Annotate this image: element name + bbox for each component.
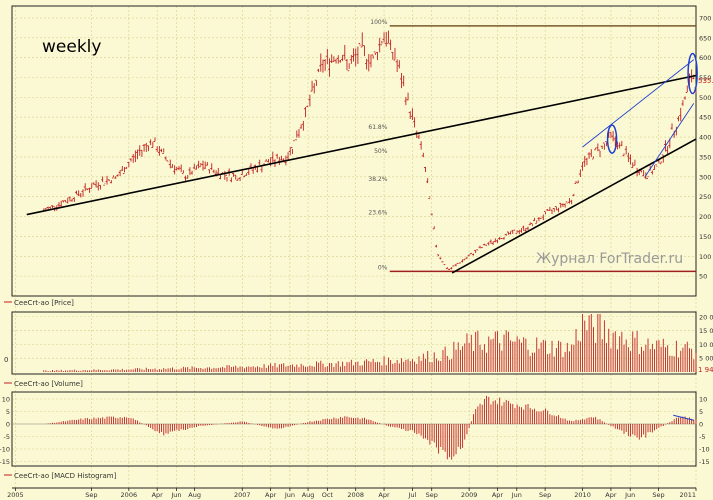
price-y-tick-11: 600 <box>699 54 711 62</box>
volume-last-label: 1 940.4 <box>698 366 713 374</box>
long-trendline <box>26 74 697 216</box>
x-tick-label-20: Apr <box>605 491 617 499</box>
price-y-tick-12: 650 <box>699 34 711 42</box>
volume-bars <box>43 314 697 372</box>
x-tick-label-10: Oct <box>322 491 334 499</box>
volume-y-tick-3: 5 000 <box>699 355 713 363</box>
x-tick-label-17: Jun <box>511 491 522 499</box>
fib-label-2: 50% <box>374 148 388 155</box>
price-y-tick-2: 150 <box>699 233 711 241</box>
macd-y-axis: 10 10 5 5 0 0 -5 -5 -10 -10 -15 -15 <box>0 396 710 467</box>
highlight-circle-1 <box>606 124 618 154</box>
price-y-tick-13: 700 <box>699 14 711 22</box>
price-overlays <box>26 25 698 274</box>
macd-y-tick-left-3: -5 <box>4 433 10 441</box>
price-y-tick-0: 50 <box>699 273 707 281</box>
macd-y-tick-right-5: -15 <box>699 458 710 466</box>
macd-y-tick-left-4: -10 <box>0 446 10 454</box>
volume-y-axis: 20 000 15 000 10 000 5 000 <box>699 313 713 362</box>
fib-label-4: 23.6% <box>368 210 387 217</box>
fib-label-3: 38.2% <box>368 176 387 183</box>
price-y-tick-7: 400 <box>699 134 711 142</box>
volume-panel-frame <box>11 311 697 375</box>
x-tick-label-21: Jun <box>624 491 635 499</box>
macd-histogram <box>12 395 697 460</box>
macd-divergence-line <box>673 414 694 421</box>
volume-y-tick-2: 10 000 <box>699 341 713 349</box>
watermark: Журнал ForTrader.ru <box>536 251 683 267</box>
x-tick-label-6: 2007 <box>234 491 251 499</box>
grid-lines <box>12 6 697 488</box>
fib-label-0: 100% <box>370 19 387 26</box>
price-y-tick-1: 100 <box>699 253 711 261</box>
x-tick-label-4: Jun <box>170 491 181 499</box>
macd-y-tick-left-5: -15 <box>0 458 10 466</box>
volume-zero-tick: 0 <box>4 356 8 364</box>
channel-lower-line <box>644 103 695 178</box>
x-tick-label-2: 2006 <box>121 491 138 499</box>
macd-y-tick-right-1: 5 <box>699 408 703 416</box>
x-tick-label-1: Sep <box>85 491 97 499</box>
volume-y-tick-1: 15 000 <box>699 327 713 335</box>
x-tick-label-12: Apr <box>378 491 390 499</box>
x-tick-label-9: Aug <box>302 491 315 499</box>
price-y-tick-8: 450 <box>699 114 711 122</box>
highlight-circle-2 <box>687 52 698 95</box>
x-tick-label-8: Jun <box>284 491 295 499</box>
x-tick-label-23: 2011 <box>679 491 696 499</box>
channel-upper-line <box>582 59 695 148</box>
price-y-axis: 50 100 150 200 250 300 350 400 450 500 550 600 650 70… <box>699 14 711 280</box>
timeframe-label: weekly <box>42 37 101 57</box>
x-tick-label-15: 2009 <box>461 491 478 499</box>
x-tick-label-0: 2005 <box>7 491 24 499</box>
x-tick-label-3: Apr <box>152 491 164 499</box>
price-y-tick-6: 350 <box>699 153 711 161</box>
last-price-label: 535.32 <box>698 77 713 85</box>
price-y-tick-9: 500 <box>699 94 711 102</box>
price-y-tick-3: 200 <box>699 213 711 221</box>
price-y-tick-5: 300 <box>699 173 711 181</box>
macd-y-tick-right-3: -5 <box>699 433 705 441</box>
x-tick-label-19: 2010 <box>574 491 591 499</box>
fib-label-1: 61.8% <box>368 124 387 131</box>
volume-legend: CeeCrt-ao [Volume] <box>14 380 83 388</box>
volume-y-tick-0: 20 000 <box>699 313 713 321</box>
macd-y-tick-left-2: 0 <box>6 421 10 429</box>
macd-panel-frame <box>11 391 697 467</box>
x-tick-label-7: Apr <box>265 491 277 499</box>
x-tick-label-11: 2008 <box>347 491 364 499</box>
macd-y-tick-left-0: 10 <box>2 396 10 404</box>
price-y-tick-10: 550 <box>699 74 711 82</box>
x-tick-label-14: Sep <box>426 491 438 499</box>
x-tick-label-13: Jul <box>407 491 416 499</box>
fibonacci-labels: 100% 61.8% 50% 38.2% 23.6% 0% <box>368 19 387 272</box>
x-tick-label-5: Aug <box>188 491 201 499</box>
fib-label-5: 0% <box>378 264 388 271</box>
price-panel-frame <box>11 5 697 297</box>
macd-y-tick-left-1: 5 <box>6 408 10 416</box>
x-tick-label-22: Sep <box>652 491 664 499</box>
x-axis: 2005 Sep 2006 Apr Jun Aug 2007 Apr Jun Aug Oct 2008… <box>7 488 697 499</box>
macd-y-tick-right-4: -10 <box>699 446 710 454</box>
macd-y-tick-right-0: 10 <box>699 396 707 404</box>
price-legend: CeeCrt-ao [Price] <box>14 299 74 307</box>
macd-y-tick-right-2: 0 <box>699 421 703 429</box>
x-tick-label-16: Apr <box>492 491 504 499</box>
x-tick-label-18: Sep <box>539 491 551 499</box>
macd-legend: CeeCrt-ao [MACD Histogram] <box>14 472 117 480</box>
price-y-tick-4: 250 <box>699 193 711 201</box>
